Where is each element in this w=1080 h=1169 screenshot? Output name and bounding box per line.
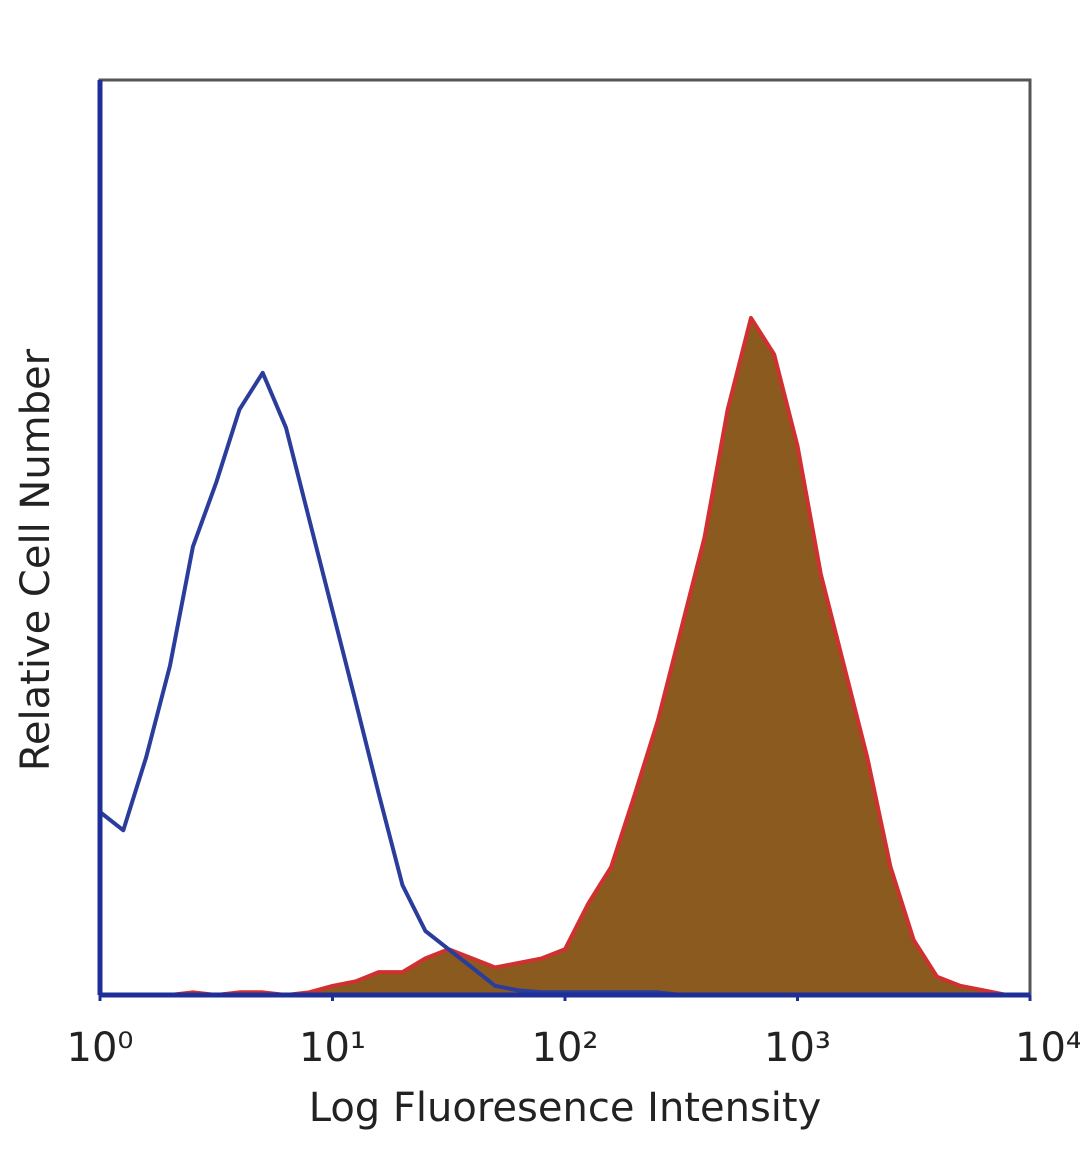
- x-tick-label: 10⁴: [1015, 1025, 1080, 1071]
- x-tick-label: 10³: [764, 1025, 831, 1071]
- x-tick-label: 10¹: [299, 1025, 366, 1071]
- x-axis-label: Log Fluoresence Intensity: [309, 1085, 822, 1131]
- histogram-line: [100, 315, 1030, 997]
- x-tick-label: 10⁰: [67, 1025, 134, 1071]
- x-tick-label: 10²: [532, 1025, 599, 1071]
- y-axis-label: Relative Cell Number: [13, 348, 59, 771]
- histogram-fill: [100, 317, 1030, 995]
